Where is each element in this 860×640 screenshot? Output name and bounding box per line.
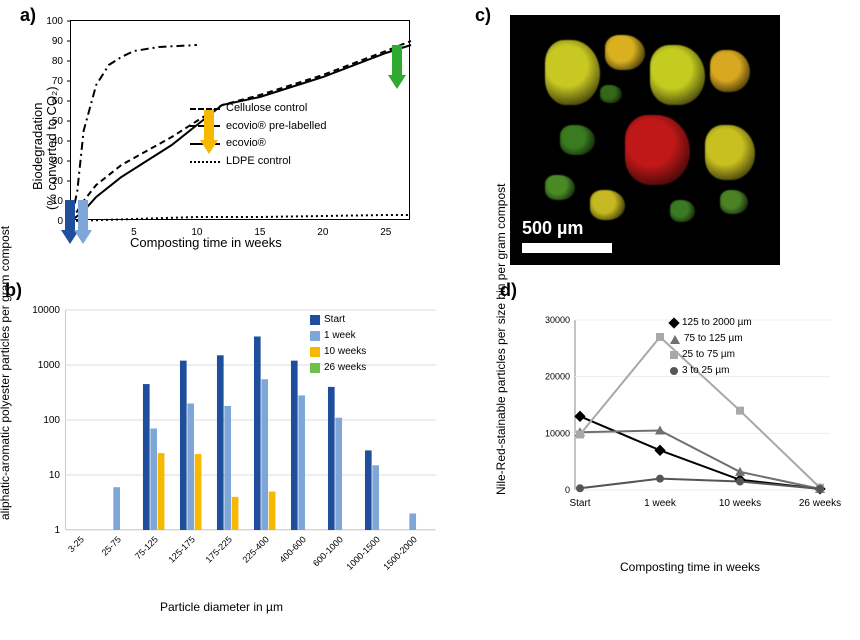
legend-d-0: 125 to 2000 µm xyxy=(682,315,752,331)
scalebar-bar xyxy=(522,243,612,253)
legend-b-1: 1 week xyxy=(324,328,356,344)
legend-d: 125 to 2000 µm 75 to 125 µm 25 to 75 µm … xyxy=(670,315,752,379)
panel-b-ylabel: aliphatic-aromatic polyester particles p… xyxy=(0,226,12,520)
svg-text:10: 10 xyxy=(191,227,203,238)
legend-a-0: Cellulose control xyxy=(226,100,307,118)
panel-b: b) aliphatic-aromatic polyester particle… xyxy=(10,300,440,620)
svg-text:10 weeks: 10 weeks xyxy=(719,498,761,509)
blob xyxy=(670,200,695,222)
panel-c: c) 500 µm xyxy=(490,10,790,260)
svg-text:100: 100 xyxy=(43,415,60,426)
svg-text:80: 80 xyxy=(52,56,64,67)
svg-text:0: 0 xyxy=(565,485,570,495)
svg-text:10: 10 xyxy=(49,470,61,481)
panel-a: a) Biodegradation (% converted to CO₂) C… xyxy=(10,10,430,260)
svg-text:3-25: 3-25 xyxy=(66,534,86,554)
panel-a-ylabel1: Biodegradation xyxy=(30,103,45,190)
blob xyxy=(600,85,622,103)
svg-text:25-75: 25-75 xyxy=(100,534,123,557)
scalebar-text: 500 µm xyxy=(522,218,583,238)
blob xyxy=(720,190,748,214)
svg-text:1000: 1000 xyxy=(38,360,61,371)
scalebar: 500 µm xyxy=(522,218,612,253)
svg-text:15: 15 xyxy=(254,227,266,238)
micrograph-image: 500 µm xyxy=(510,15,780,265)
legend-b-3: 26 weeks xyxy=(324,360,366,376)
svg-text:90: 90 xyxy=(52,36,64,47)
svg-text:600-1000: 600-1000 xyxy=(311,534,345,568)
chart-b-area: 1101001000100003-2525-7575-125125-175175… xyxy=(65,310,435,530)
svg-text:Start: Start xyxy=(569,498,590,509)
arrow-10 weeks xyxy=(200,110,218,154)
svg-text:1000-1500: 1000-1500 xyxy=(344,534,382,572)
svg-text:1 week: 1 week xyxy=(644,498,677,509)
svg-text:10000: 10000 xyxy=(545,428,570,438)
panel-c-label: c) xyxy=(475,5,491,26)
legend-b-2: 10 weeks xyxy=(324,344,366,360)
legend-a-1: ecovio® pre-labelled xyxy=(226,118,326,136)
legend-a-3: LDPE control xyxy=(226,153,291,171)
svg-text:30: 30 xyxy=(52,156,64,167)
svg-text:20000: 20000 xyxy=(545,372,570,382)
svg-text:50: 50 xyxy=(52,116,64,127)
svg-text:400-600: 400-600 xyxy=(277,534,307,564)
blob xyxy=(605,35,645,70)
panel-b-xlabel: Particle diameter in µm xyxy=(160,600,283,614)
svg-text:225-400: 225-400 xyxy=(240,534,270,564)
svg-text:10000: 10000 xyxy=(32,305,60,316)
panel-d: d) Nile-Red-stainable particles per size… xyxy=(500,300,850,620)
svg-text:1500-2000: 1500-2000 xyxy=(381,534,419,572)
svg-text:70: 70 xyxy=(52,76,64,87)
legend-d-3: 3 to 25 µm xyxy=(682,363,729,379)
legend-d-1: 75 to 125 µm xyxy=(684,331,743,347)
blob xyxy=(705,125,755,180)
svg-text:75-125: 75-125 xyxy=(133,534,160,561)
blob xyxy=(625,115,690,185)
svg-text:125-175: 125-175 xyxy=(166,534,196,564)
legend-b-0: Start xyxy=(324,312,345,328)
svg-text:26 weeks: 26 weeks xyxy=(799,498,841,509)
svg-text:175-225: 175-225 xyxy=(203,534,233,564)
svg-text:25: 25 xyxy=(380,227,392,238)
arrow-1 week xyxy=(74,200,92,244)
svg-text:40: 40 xyxy=(52,136,64,147)
arrow-26 weeks xyxy=(388,45,406,89)
panel-d-ylabel: Nile-Red-stainable particles per size bi… xyxy=(494,184,508,495)
svg-text:20: 20 xyxy=(317,227,329,238)
legend-a-2: ecovio® xyxy=(226,135,266,153)
svg-text:30000: 30000 xyxy=(545,315,570,325)
blob xyxy=(710,50,750,92)
blob xyxy=(545,175,575,200)
chart-b-svg: 1101001000100003-2525-7575-125125-175175… xyxy=(66,310,436,530)
blob xyxy=(545,40,600,105)
svg-text:60: 60 xyxy=(52,96,64,107)
blob xyxy=(590,190,625,220)
svg-text:1: 1 xyxy=(54,525,60,536)
panel-d-xlabel: Composting time in weeks xyxy=(620,560,760,574)
panel-a-label: a) xyxy=(20,5,36,26)
svg-text:100: 100 xyxy=(46,16,63,27)
svg-text:20: 20 xyxy=(52,176,64,187)
legend-d-2: 25 to 75 µm xyxy=(682,347,735,363)
legend-b: Start 1 week 10 weeks 26 weeks xyxy=(310,312,366,376)
svg-text:5: 5 xyxy=(131,227,137,238)
blob xyxy=(650,45,705,105)
blob xyxy=(560,125,595,155)
